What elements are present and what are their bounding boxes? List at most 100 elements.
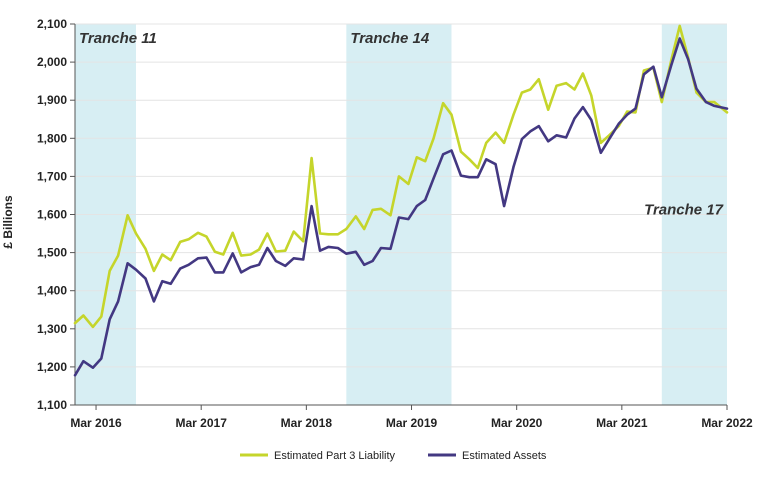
y-tick-label: 2,100 xyxy=(37,17,67,31)
data-point xyxy=(503,141,505,144)
data-point xyxy=(161,280,164,283)
data-point xyxy=(152,300,155,303)
data-point xyxy=(363,263,366,266)
data-point xyxy=(695,91,698,94)
data-point xyxy=(74,322,76,324)
data-point xyxy=(529,130,532,133)
data-point xyxy=(108,318,111,321)
data-point xyxy=(485,158,488,161)
data-point xyxy=(82,314,85,317)
data-point xyxy=(608,134,611,137)
data-point xyxy=(91,325,94,328)
data-point xyxy=(460,150,462,153)
y-tick-label: 1,400 xyxy=(37,284,67,298)
x-tick-label: Mar 2016 xyxy=(70,416,122,430)
data-point xyxy=(547,108,550,111)
data-point xyxy=(327,245,330,248)
tranche-label: Tranche 11 xyxy=(79,30,157,47)
data-point xyxy=(82,360,85,363)
data-point xyxy=(126,214,129,217)
data-point xyxy=(695,87,698,90)
data-point xyxy=(213,271,216,274)
data-point xyxy=(284,249,287,252)
data-point xyxy=(415,205,418,208)
data-point xyxy=(705,101,707,104)
data-point xyxy=(407,183,410,185)
data-point xyxy=(687,58,689,60)
data-point xyxy=(161,253,164,256)
data-point xyxy=(537,125,540,128)
data-point xyxy=(424,199,427,201)
data-point xyxy=(187,263,190,266)
data-point xyxy=(643,73,645,76)
legend-label: Estimated Part 3 Liability xyxy=(274,450,396,462)
data-point xyxy=(292,230,295,233)
data-point xyxy=(626,113,628,116)
data-point xyxy=(222,253,225,256)
data-point xyxy=(363,228,366,230)
data-point xyxy=(670,64,673,67)
data-point xyxy=(450,113,453,116)
legend: Estimated Part 3 Liability Estimated Asse… xyxy=(240,450,547,462)
data-point xyxy=(582,106,584,108)
data-point xyxy=(327,233,330,236)
data-point xyxy=(135,232,137,235)
data-point xyxy=(213,250,216,253)
data-point xyxy=(573,88,576,91)
data-point xyxy=(337,247,339,249)
data-point xyxy=(274,260,277,262)
data-point xyxy=(169,259,172,262)
data-point xyxy=(424,160,427,163)
data-point xyxy=(599,141,602,144)
data-point xyxy=(310,205,313,208)
data-point xyxy=(292,257,295,260)
data-point xyxy=(249,266,252,268)
data-point xyxy=(205,235,208,238)
data-point xyxy=(476,167,479,169)
data-point xyxy=(179,267,182,270)
tranche-label: Tranche 14 xyxy=(350,30,430,47)
x-tick-label: Mar 2021 xyxy=(596,416,648,430)
data-point xyxy=(565,82,568,84)
data-point xyxy=(468,176,471,179)
data-point xyxy=(432,177,435,180)
data-point xyxy=(337,233,339,236)
data-point xyxy=(354,250,357,253)
data-point xyxy=(617,122,620,125)
x-tick-label: Mar 2017 xyxy=(176,416,228,430)
data-point xyxy=(389,247,392,250)
data-point xyxy=(713,101,716,104)
data-point xyxy=(599,151,602,154)
y-tick-label: 2,000 xyxy=(37,55,67,69)
data-point xyxy=(345,252,348,255)
data-point xyxy=(415,156,418,159)
gridlines xyxy=(75,23,727,406)
data-point xyxy=(678,37,681,40)
data-point xyxy=(432,137,435,140)
data-point xyxy=(117,300,120,303)
x-tick-label: Mar 2019 xyxy=(386,416,438,430)
data-point xyxy=(380,207,382,210)
data-point xyxy=(117,254,120,257)
data-point xyxy=(555,84,558,87)
data-point xyxy=(521,138,523,140)
data-point xyxy=(397,175,400,178)
data-point xyxy=(135,268,137,271)
y-tick-label: 1,500 xyxy=(37,246,67,260)
data-point xyxy=(380,247,382,249)
data-point xyxy=(389,214,392,217)
data-point xyxy=(660,96,663,99)
data-point xyxy=(460,174,462,177)
data-point xyxy=(634,107,637,110)
y-tick-label: 1,900 xyxy=(37,93,67,107)
data-point xyxy=(240,271,243,274)
annotations: Tranche 11 Tranche 14 Tranche 17 xyxy=(79,30,724,218)
data-point xyxy=(144,247,147,250)
x-tick-label: Mar 2022 xyxy=(701,416,753,430)
data-point xyxy=(590,119,593,121)
data-point xyxy=(660,101,663,104)
legend-label: Estimated Assets xyxy=(462,450,547,462)
x-tick-label: Mar 2020 xyxy=(491,416,543,430)
data-point xyxy=(485,141,488,144)
data-point xyxy=(91,366,94,369)
